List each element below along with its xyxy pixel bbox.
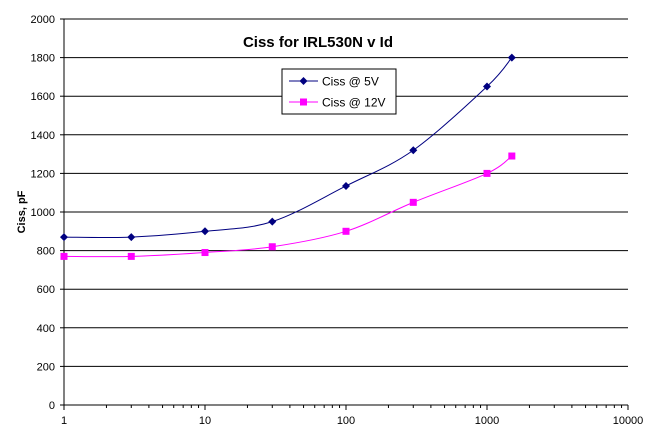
- y-tick-label: 1200: [31, 168, 55, 180]
- y-tick-label: 1000: [31, 207, 55, 219]
- legend-swatch-marker: [299, 77, 308, 85]
- x-tick-label: 10: [199, 415, 211, 427]
- y-tick-label: 400: [37, 323, 55, 335]
- legend-swatch-marker: [300, 98, 307, 106]
- y-tick-label: 1600: [31, 91, 55, 103]
- series-layer: [60, 53, 516, 260]
- data-point: [508, 152, 516, 160]
- legend-items: Ciss @ 5V Ciss @ 12V: [289, 75, 386, 110]
- data-point: [342, 227, 350, 235]
- legend-box: [281, 68, 397, 115]
- y-tick-label: 200: [37, 361, 55, 373]
- y-tick-label: 0: [49, 400, 55, 412]
- y-tick-label: 600: [37, 284, 55, 296]
- y-axis-label: Ciss, pF: [16, 190, 28, 233]
- data-point: [507, 53, 516, 62]
- y-tick-label: 2000: [31, 14, 55, 26]
- x-tick-label: 1000: [475, 415, 499, 427]
- y-tick-label: 800: [37, 246, 55, 258]
- data-point: [127, 252, 135, 260]
- series-2: [60, 152, 516, 260]
- data-point: [201, 227, 209, 236]
- axes-layer: 0 200 400 600 800 1000 1200 1400 1600 1800 2000 1 10…: [31, 14, 644, 427]
- series-line: [63, 57, 513, 239]
- legend-label: Ciss @ 12V: [322, 96, 386, 110]
- data-point: [127, 233, 136, 242]
- series-1: [60, 53, 516, 242]
- data-point: [201, 249, 209, 257]
- data-point: [268, 243, 276, 251]
- data-point: [409, 198, 417, 206]
- data-point: [60, 252, 68, 260]
- data-point: [483, 82, 491, 91]
- x-tick-label: 100: [337, 415, 355, 427]
- legend-item: Ciss @ 5V: [289, 75, 379, 89]
- grid-layer: [64, 18, 628, 367]
- data-point: [268, 217, 277, 226]
- x-tick-label: 1: [61, 415, 67, 427]
- y-tick-label: 1800: [31, 53, 55, 65]
- legend-item: Ciss @ 12V: [289, 96, 386, 110]
- chart-title: Ciss for IRL530N v Id: [243, 34, 393, 51]
- data-point: [342, 181, 350, 190]
- data-point: [409, 146, 418, 155]
- x-tick-label: 10000: [613, 415, 644, 427]
- series-line: [63, 155, 513, 258]
- y-tick-label: 1400: [31, 130, 55, 142]
- data-point: [60, 233, 68, 242]
- legend: Ciss @ 5V Ciss @ 12V: [281, 68, 397, 115]
- data-point: [483, 169, 491, 177]
- legend-label: Ciss @ 5V: [322, 75, 379, 89]
